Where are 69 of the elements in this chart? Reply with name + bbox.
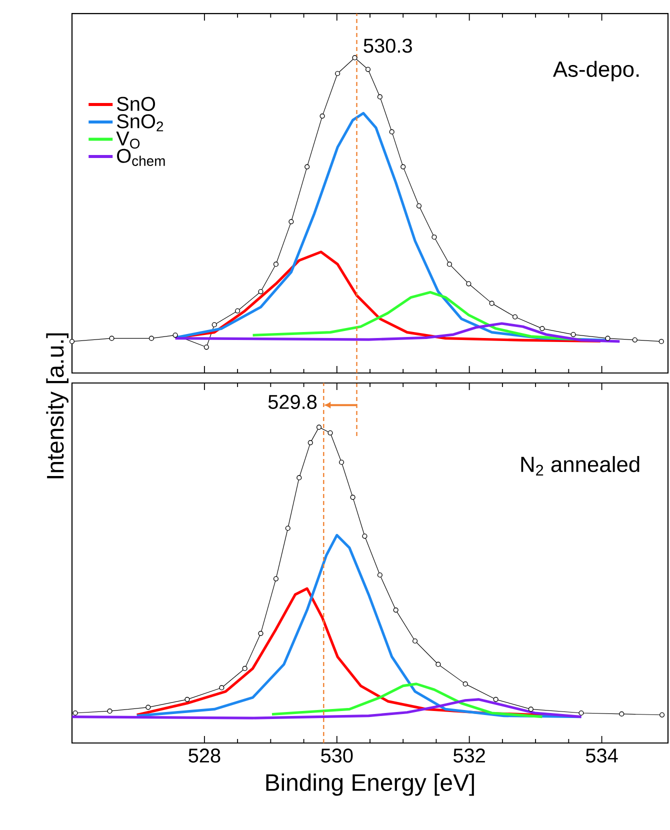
point	[69, 338, 75, 344]
y-axis-title: Intensity [a.u.]	[46, 333, 68, 478]
point	[389, 129, 394, 134]
point	[578, 710, 584, 716]
point	[146, 704, 151, 710]
annotation: As-depo.	[552, 60, 639, 82]
point	[436, 662, 441, 667]
point	[466, 281, 472, 286]
point	[365, 66, 371, 72]
point	[377, 94, 382, 100]
point	[235, 308, 240, 314]
point	[489, 300, 494, 306]
point	[493, 696, 498, 702]
legend-label: SnO$_{2}$	[117, 114, 164, 132]
point	[632, 337, 638, 342]
point	[288, 219, 294, 224]
legend-label: SnO	[117, 96, 156, 111]
point	[377, 572, 382, 578]
point	[212, 322, 217, 328]
point	[204, 344, 209, 350]
point	[273, 576, 279, 582]
point	[335, 70, 340, 76]
point	[659, 712, 665, 718]
annotation: N$_{2}$ annealed	[521, 456, 640, 476]
legend-label: O$_{chem}$	[117, 148, 165, 166]
point	[72, 710, 78, 716]
ref-line-label: 530.3	[364, 38, 412, 53]
point	[619, 711, 624, 716]
point	[320, 114, 325, 119]
x-tick-label: 528	[188, 748, 220, 763]
point	[416, 203, 422, 208]
x-tick-label: 532	[454, 748, 485, 763]
x-axis-title: Binding Energy [eV]	[266, 773, 474, 796]
point	[148, 336, 154, 341]
point	[400, 164, 406, 170]
point	[462, 681, 468, 686]
point	[184, 696, 190, 702]
point	[362, 534, 368, 539]
point	[512, 314, 518, 320]
point	[393, 607, 398, 613]
point	[258, 289, 264, 294]
legend-label: V$_{O}$	[116, 132, 140, 149]
point	[338, 460, 344, 465]
point	[432, 234, 437, 240]
point	[285, 526, 290, 531]
point	[352, 55, 358, 60]
x-tick-label: 530	[321, 748, 353, 763]
point	[350, 494, 356, 500]
point	[605, 336, 610, 341]
point	[316, 424, 322, 430]
point	[570, 332, 576, 338]
point	[308, 440, 313, 446]
point	[172, 332, 178, 338]
point	[296, 475, 302, 480]
point	[658, 338, 664, 344]
ref-line-label: 529.8	[268, 394, 317, 409]
point	[540, 326, 545, 332]
point	[273, 262, 279, 267]
point	[107, 708, 112, 714]
x-tick-label: 534	[586, 748, 618, 763]
point	[304, 164, 310, 170]
point	[446, 262, 452, 267]
point	[328, 430, 333, 436]
point	[109, 336, 114, 341]
point	[412, 638, 418, 644]
point	[219, 685, 224, 690]
point	[242, 666, 248, 672]
point	[528, 706, 534, 712]
point	[258, 630, 264, 636]
